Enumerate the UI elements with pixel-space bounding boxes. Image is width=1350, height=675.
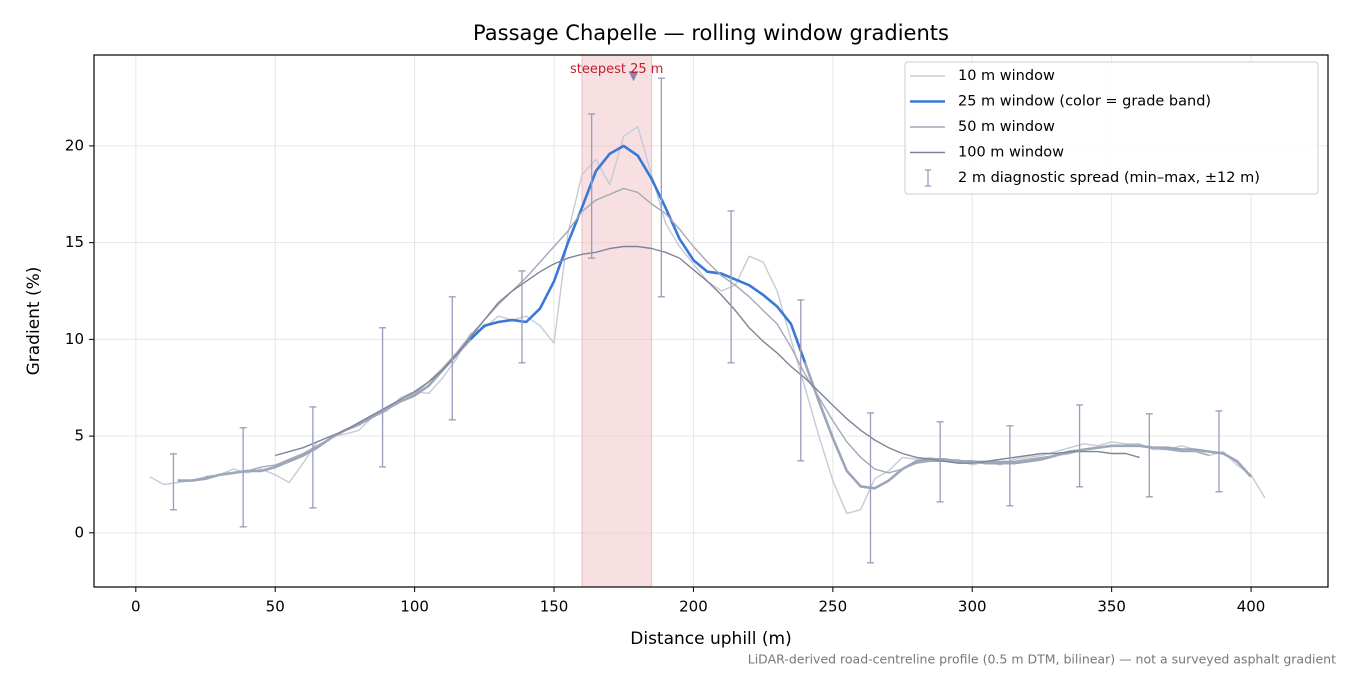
x-tick-label: 350 — [1097, 598, 1126, 616]
legend-label: 2 m diagnostic spread (min–max, ±12 m) — [958, 170, 1260, 186]
error-bar — [1215, 410, 1223, 493]
chart-title: Passage Chapelle — rolling window gradie… — [473, 21, 949, 45]
error-bar — [379, 327, 387, 468]
x-tick-label: 400 — [1237, 598, 1266, 616]
x-tick-label: 300 — [958, 598, 987, 616]
y-tick-label: 10 — [65, 330, 84, 348]
series-line — [205, 187, 1210, 478]
highlight-label: steepest 25 m — [570, 62, 663, 77]
error-bar — [936, 421, 944, 503]
series-line — [469, 144, 807, 364]
y-axis-label: Gradient (%) — [24, 267, 44, 376]
x-tick-label: 150 — [540, 598, 569, 616]
error-bar — [797, 299, 805, 462]
legend-label: 10 m window — [958, 68, 1055, 84]
error-bar — [239, 427, 247, 528]
series-line — [177, 338, 472, 482]
error-bar — [448, 296, 456, 421]
error-bar — [1006, 425, 1014, 507]
error-bar — [866, 412, 874, 564]
x-tick-label: 250 — [819, 598, 848, 616]
legend-label: 50 m window — [958, 119, 1055, 135]
plot-frame — [93, 54, 1329, 588]
y-tick-label: 0 — [74, 523, 84, 541]
error-bar — [518, 270, 526, 364]
legend-label: 25 m window (color = grade band) — [958, 94, 1211, 110]
series-line — [803, 362, 1252, 490]
legend-box — [904, 61, 1319, 195]
error-bar — [1145, 413, 1153, 498]
x-tick-label: 100 — [400, 598, 429, 616]
error-bar — [588, 113, 596, 259]
x-axis-label: Distance uphill (m) — [630, 629, 791, 649]
error-bar — [1076, 404, 1084, 488]
error-bar — [657, 77, 665, 298]
error-bar — [169, 453, 177, 511]
error-bar — [309, 406, 317, 509]
legend-label: 100 m window — [958, 145, 1064, 161]
highlight-band — [581, 54, 653, 588]
x-tick-label: 0 — [131, 598, 141, 616]
footnote: LiDAR-derived road-centreline profile (0… — [748, 652, 1336, 667]
y-tick-label: 15 — [65, 233, 84, 251]
series-line — [275, 245, 1140, 464]
x-tick-label: 50 — [266, 598, 285, 616]
steepest-marker — [628, 71, 639, 82]
y-tick-label: 5 — [74, 427, 84, 445]
x-tick-label: 200 — [679, 598, 708, 616]
y-tick-label: 20 — [65, 136, 84, 154]
error-bar — [727, 210, 735, 364]
